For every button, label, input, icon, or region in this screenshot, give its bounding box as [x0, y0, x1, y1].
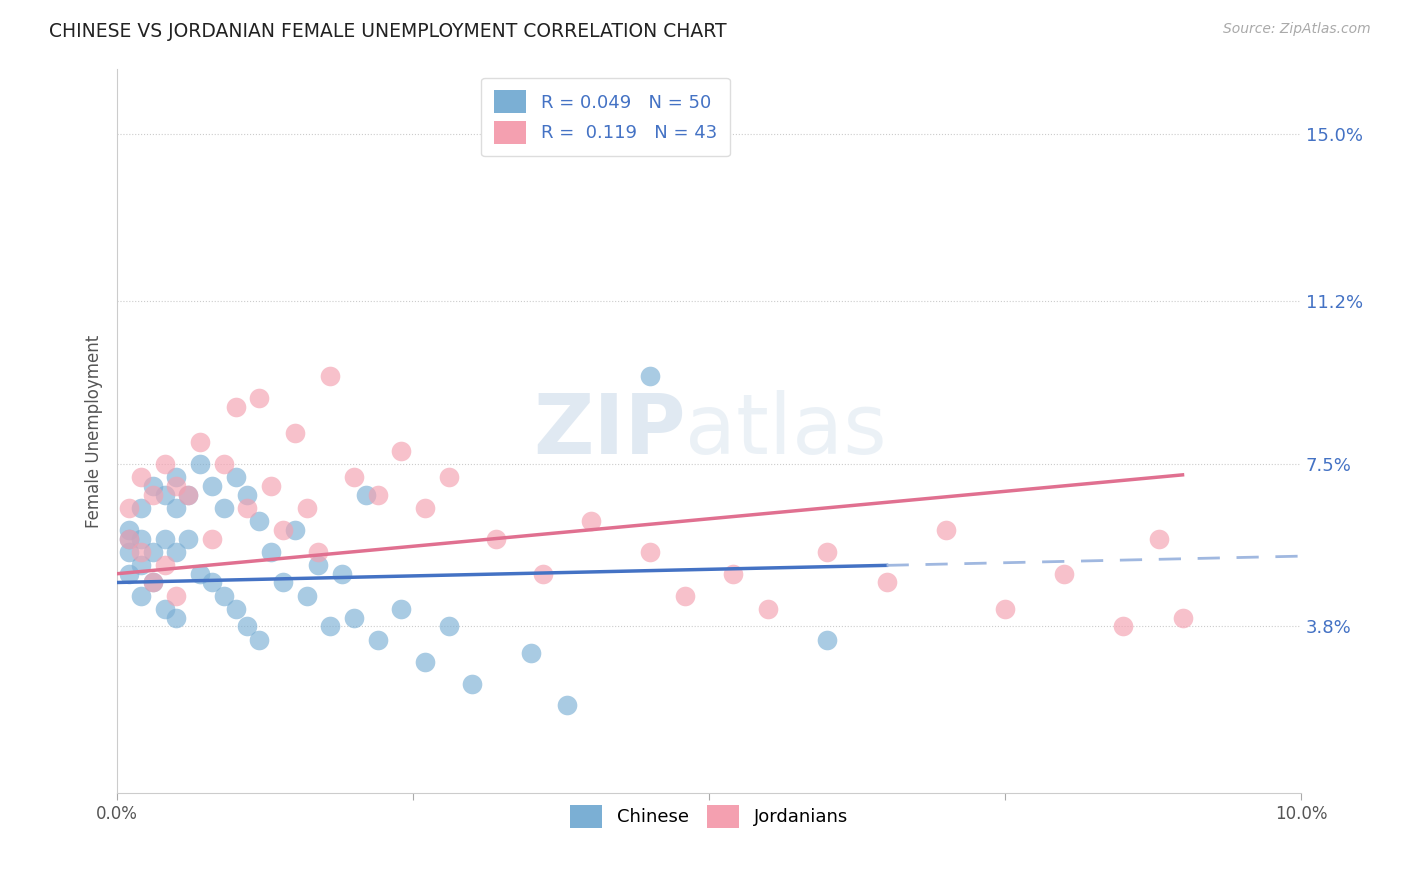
Point: [236, 619, 259, 633]
Point: [247, 632, 270, 647]
Point: [307, 545, 329, 559]
Point: [165, 470, 187, 484]
Point: [118, 566, 141, 581]
Point: [142, 488, 165, 502]
Point: [1147, 532, 1170, 546]
Point: [271, 575, 294, 590]
Point: [165, 589, 187, 603]
Point: [177, 488, 200, 502]
Point: [389, 443, 412, 458]
Point: [225, 602, 247, 616]
Text: Source: ZipAtlas.com: Source: ZipAtlas.com: [1223, 22, 1371, 37]
Point: [201, 575, 224, 590]
Point: [520, 646, 543, 660]
Point: [1112, 619, 1135, 633]
Point: [118, 532, 141, 546]
Point: [201, 532, 224, 546]
Point: [129, 558, 152, 572]
Point: [188, 566, 211, 581]
Point: [367, 488, 389, 502]
Point: [638, 369, 661, 384]
Point: [118, 523, 141, 537]
Point: [354, 488, 377, 502]
Point: [367, 632, 389, 647]
Point: [531, 566, 554, 581]
Point: [284, 523, 307, 537]
Point: [142, 575, 165, 590]
Point: [284, 426, 307, 441]
Point: [212, 500, 235, 515]
Point: [247, 514, 270, 528]
Point: [177, 532, 200, 546]
Point: [225, 470, 247, 484]
Point: [153, 488, 176, 502]
Point: [260, 545, 283, 559]
Point: [330, 566, 353, 581]
Point: [555, 698, 578, 713]
Point: [177, 488, 200, 502]
Point: [118, 500, 141, 515]
Point: [153, 532, 176, 546]
Point: [485, 532, 508, 546]
Point: [756, 602, 779, 616]
Point: [307, 558, 329, 572]
Point: [153, 457, 176, 471]
Point: [1171, 610, 1194, 624]
Point: [638, 545, 661, 559]
Point: [165, 479, 187, 493]
Point: [815, 545, 838, 559]
Point: [188, 434, 211, 449]
Point: [142, 575, 165, 590]
Point: [153, 602, 176, 616]
Point: [994, 602, 1017, 616]
Legend: Chinese, Jordanians: Chinese, Jordanians: [562, 797, 855, 835]
Y-axis label: Female Unemployment: Female Unemployment: [86, 334, 103, 527]
Point: [142, 479, 165, 493]
Point: [815, 632, 838, 647]
Point: [319, 369, 342, 384]
Point: [142, 545, 165, 559]
Point: [247, 391, 270, 405]
Point: [118, 532, 141, 546]
Point: [343, 610, 366, 624]
Point: [295, 500, 318, 515]
Point: [201, 479, 224, 493]
Point: [236, 500, 259, 515]
Text: CHINESE VS JORDANIAN FEMALE UNEMPLOYMENT CORRELATION CHART: CHINESE VS JORDANIAN FEMALE UNEMPLOYMENT…: [49, 22, 727, 41]
Point: [212, 457, 235, 471]
Point: [673, 589, 696, 603]
Point: [437, 470, 460, 484]
Point: [389, 602, 412, 616]
Point: [721, 566, 744, 581]
Point: [118, 545, 141, 559]
Point: [295, 589, 318, 603]
Point: [153, 558, 176, 572]
Point: [212, 589, 235, 603]
Point: [165, 610, 187, 624]
Point: [225, 400, 247, 414]
Point: [271, 523, 294, 537]
Point: [129, 532, 152, 546]
Point: [129, 545, 152, 559]
Point: [129, 500, 152, 515]
Point: [129, 589, 152, 603]
Point: [579, 514, 602, 528]
Point: [236, 488, 259, 502]
Point: [165, 500, 187, 515]
Point: [165, 545, 187, 559]
Point: [413, 655, 436, 669]
Point: [129, 470, 152, 484]
Point: [319, 619, 342, 633]
Point: [413, 500, 436, 515]
Point: [260, 479, 283, 493]
Point: [437, 619, 460, 633]
Point: [1053, 566, 1076, 581]
Point: [935, 523, 957, 537]
Point: [876, 575, 898, 590]
Point: [461, 676, 484, 690]
Text: ZIP: ZIP: [533, 391, 685, 472]
Point: [343, 470, 366, 484]
Point: [188, 457, 211, 471]
Text: atlas: atlas: [685, 391, 887, 472]
